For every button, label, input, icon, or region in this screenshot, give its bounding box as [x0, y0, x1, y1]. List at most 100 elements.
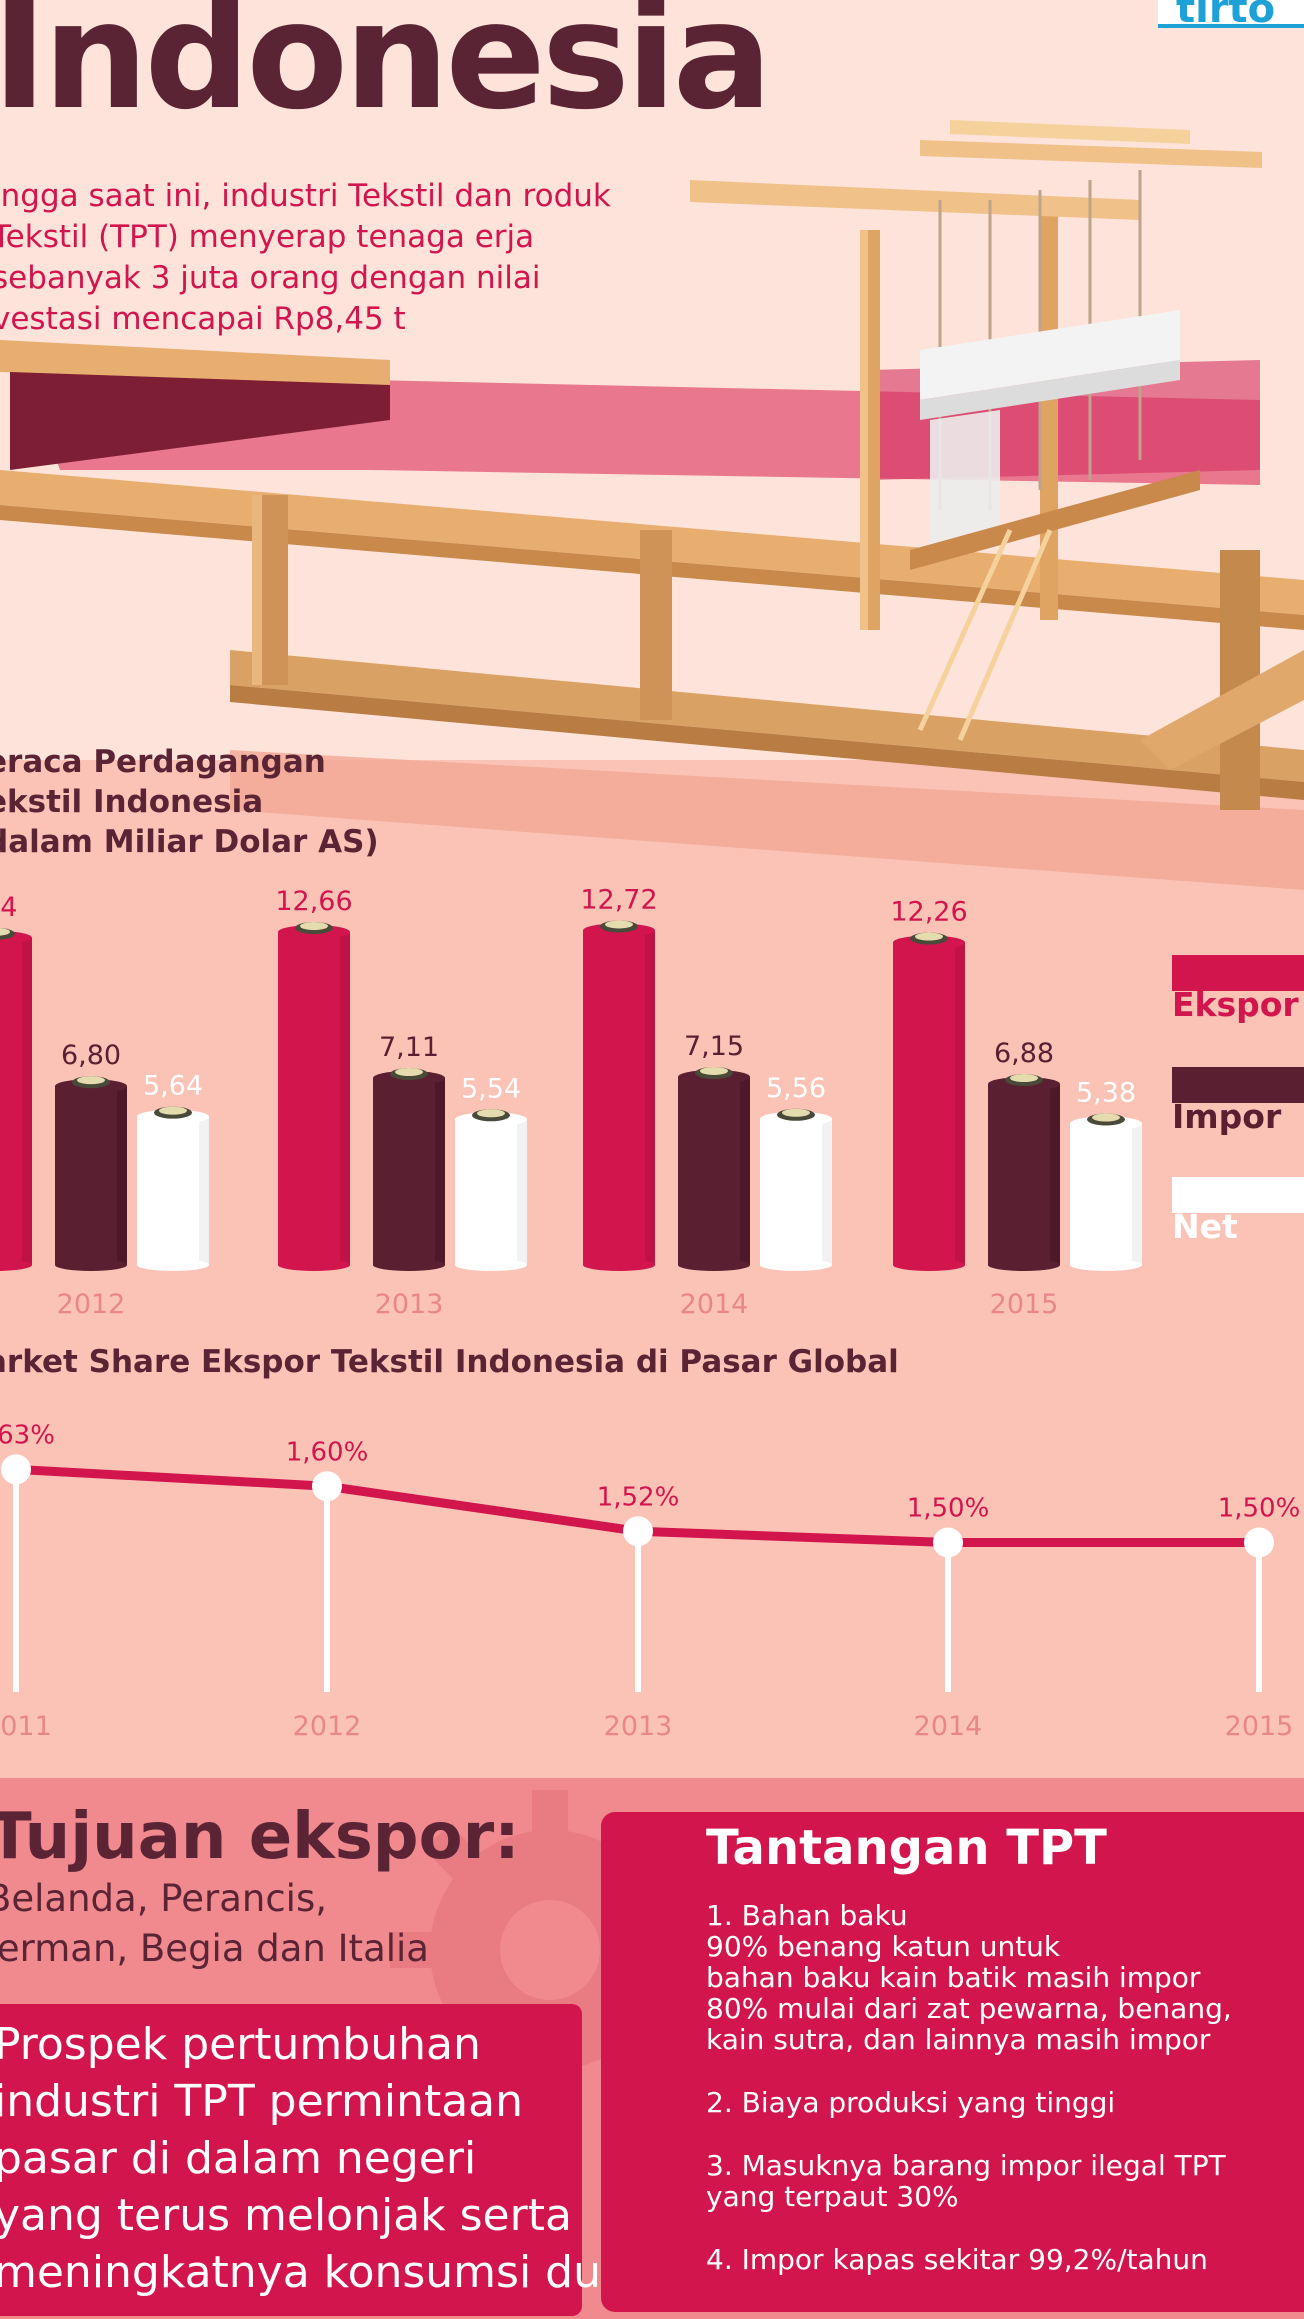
bar-value-label: 6,88 [994, 1038, 1054, 1069]
bar-shade [955, 942, 965, 1265]
challenge-item: 4. Impor kapas sekitar 99,2%/tahun [706, 2244, 1302, 2275]
prospect-line: meningkatnya konsumsi dunia. [0, 2247, 683, 2298]
bar-base [55, 1259, 127, 1271]
bar-net [455, 1119, 527, 1265]
x-tick-label: 2012 [293, 1711, 362, 1742]
challenge-line: 2. Biaya produksi yang tinggi [706, 2086, 1116, 2119]
data-label: 1,50% [907, 1494, 990, 1524]
challenge-line: kain sutra, dan lainnya masih impor [706, 2023, 1211, 2056]
x-tick-label: 2015 [990, 1289, 1059, 1320]
legend-label: Ekspor [1172, 985, 1299, 1024]
bar-base [678, 1259, 750, 1271]
x-tick-label: 2013 [375, 1289, 444, 1320]
brand-logo: tirto [1158, 0, 1304, 32]
bar-base [455, 1259, 527, 1271]
thread-spool-top [395, 1068, 423, 1077]
export-destination-line: Belanda, Perancis, [0, 1877, 327, 1920]
bar-base [893, 1259, 965, 1271]
challenge-line: 3. Masuknya barang impor ilegal TPT [706, 2149, 1226, 2182]
prospect-box [0, 2004, 582, 2316]
challenges-box [601, 1812, 1304, 2312]
prospect-line: pasar di dalam negeri [0, 2133, 477, 2184]
line-chart-title: arket Share Ekspor Tekstil Indonesia di … [0, 1344, 899, 1380]
data-point [312, 1471, 342, 1502]
export-destination-list: Belanda, Perancis, Jerman, Begia dan Ita… [0, 1874, 546, 1974]
legend-swatch [1172, 1177, 1304, 1213]
bar-value-label: 6,80 [61, 1040, 121, 1071]
thread-spool-top [1092, 1113, 1120, 1122]
bar-value-label: ,44 [0, 892, 17, 923]
bar-shade [22, 937, 32, 1265]
data-point [1, 1454, 31, 1485]
data-point [1244, 1527, 1274, 1558]
bar-shade [822, 1118, 832, 1265]
challenge-line: 4. Impor kapas sekitar 99,2%/tahun [706, 2243, 1208, 2276]
bar-net [137, 1116, 209, 1265]
challenges-title: Tantangan TPT [706, 1820, 1107, 1876]
bar-impor [373, 1078, 445, 1265]
bar-chart-title-line: ekstil Indonesia [0, 784, 264, 820]
legend-swatch [1172, 1067, 1304, 1103]
loom-illustration [0, 120, 1304, 890]
prospect-line: yang terus melonjak serta [0, 2190, 572, 2241]
prospect-line: Prospek pertumbuhan [0, 2019, 481, 2070]
thread-spool-top [0, 927, 10, 936]
market-share-line-chart: 63% 011 1,60% 2012 1,52% 2013 1,50% 2014 1,50% 20… [0, 1420, 1301, 1742]
legend-swatch [1172, 955, 1304, 991]
trade-balance-bar-chart: ,44 6,80 5,64 2012 12,66 7,11 5,54 2013 12,72 7,1… [0, 884, 1142, 1320]
bar-base [278, 1259, 350, 1271]
bar-impor [55, 1086, 127, 1265]
bar-shade [1050, 1084, 1060, 1265]
bar-value-label: 7,11 [379, 1032, 439, 1063]
data-label: 1,52% [597, 1482, 680, 1512]
data-label: 1,50% [1218, 1494, 1301, 1524]
challenge-line: bahan baku kain batik masih impor [706, 1961, 1201, 1994]
bar-shade [1132, 1123, 1142, 1265]
brand-underline [1158, 24, 1304, 28]
data-point [623, 1516, 653, 1547]
bar-impor [988, 1084, 1060, 1265]
bar-base [373, 1259, 445, 1271]
thread-spool-top [477, 1109, 505, 1118]
bar-value-label: 12,26 [890, 897, 967, 928]
prospect-line: industri TPT permintaan [0, 2076, 524, 2127]
bar-shade [435, 1078, 445, 1265]
x-tick-label: 2014 [680, 1289, 749, 1320]
bar-value-label: 5,38 [1076, 1078, 1136, 1109]
x-tick-label: 2013 [604, 1711, 673, 1742]
bar-shade [645, 930, 655, 1265]
bar-shade [740, 1076, 750, 1265]
thread-spool-top [782, 1108, 810, 1117]
x-tick-label: 2014 [914, 1711, 983, 1742]
bar-ekspor [278, 932, 350, 1265]
bar-net [1070, 1123, 1142, 1265]
bar-chart-title: eraca Perdagangan ekstil Indonesia dalam… [0, 742, 379, 862]
prospect-text: Prospek pertumbuhan industri TPT permint… [0, 2016, 683, 2301]
bar-net [760, 1118, 832, 1265]
bar-base [760, 1259, 832, 1271]
thread-spool-top [700, 1066, 728, 1075]
bar-ekspor [583, 930, 655, 1265]
bar-impor [678, 1076, 750, 1265]
bar-shade [517, 1119, 527, 1265]
bar-chart-title-line: dalam Miliar Dolar AS) [0, 824, 379, 860]
bar-base [0, 1259, 32, 1271]
bar-value-label: 12,66 [275, 886, 352, 917]
intro-text: ingga saat ini, industri Tekstil dan rod… [0, 178, 611, 337]
bar-ekspor [893, 942, 965, 1265]
bar-base [1070, 1259, 1142, 1271]
data-point [933, 1527, 963, 1558]
data-label: 63% [0, 1420, 55, 1450]
bar-value-label: 7,15 [684, 1031, 744, 1062]
challenge-line: 1. Bahan baku [706, 1899, 908, 1932]
x-tick-label: 2015 [1225, 1711, 1294, 1742]
export-destination-title: Tujuan ekspor: [0, 1800, 520, 1874]
bar-value-label: 12,72 [580, 884, 657, 915]
thread-spool-top [915, 932, 943, 941]
bar-value-label: 5,56 [766, 1073, 826, 1104]
x-tick-label: 2012 [57, 1289, 126, 1320]
thread-spool-top [605, 920, 633, 929]
bar-base [137, 1259, 209, 1271]
data-label: 1,60% [286, 1437, 369, 1467]
thread-spool-top [300, 922, 328, 931]
